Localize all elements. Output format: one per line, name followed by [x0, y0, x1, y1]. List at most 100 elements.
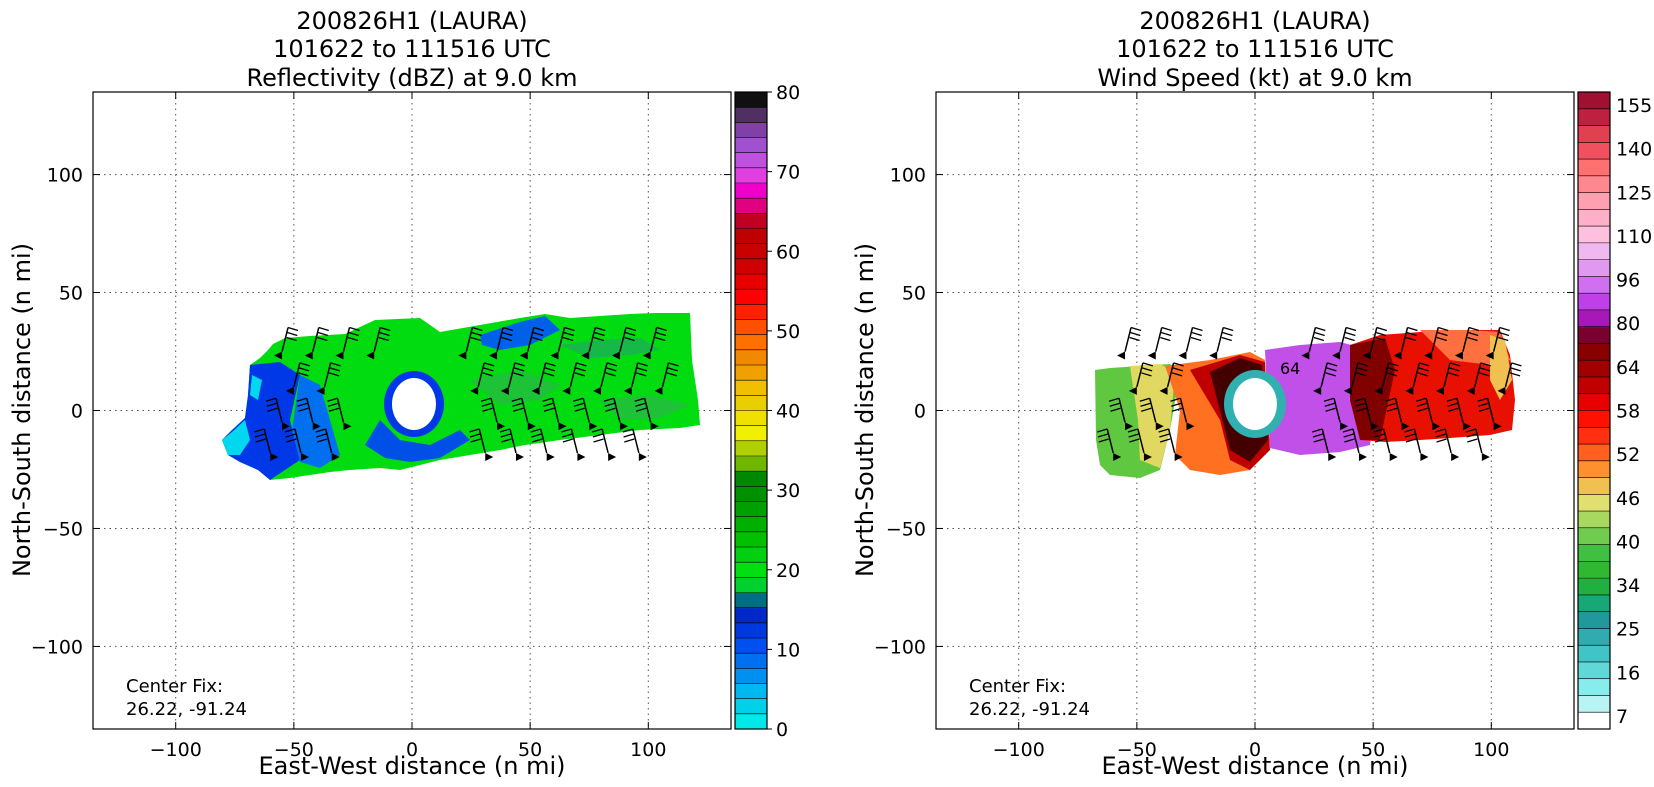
- wind-barb: [284, 428, 309, 461]
- colorbar-tick-label: 60: [776, 241, 800, 263]
- wind-speed-plot-field: 64: [936, 92, 1574, 729]
- colorbar-segment: [735, 380, 767, 396]
- colorbar-tick-label: 20: [776, 560, 800, 582]
- x-tick-label: 50: [518, 739, 542, 761]
- colorbar-segment: [735, 152, 767, 169]
- wind-barb: [335, 326, 360, 360]
- y-tick-label: −100: [31, 636, 83, 658]
- colorbar-segment: [1578, 544, 1610, 562]
- x-tick-label: 100: [630, 739, 666, 761]
- colorbar-segment: [1578, 611, 1610, 629]
- colorbar-segment: [1578, 578, 1610, 596]
- title-line-1: 200826H1 (LAURA): [296, 7, 527, 35]
- colorbar-segment: [735, 258, 767, 275]
- colorbar-tick-label: 34: [1616, 575, 1640, 597]
- x-axis-label: East-West distance (n mi): [258, 752, 565, 780]
- wind-barb: [1404, 428, 1429, 461]
- colorbar-segment: [1578, 511, 1610, 529]
- colorbar-segment: [735, 92, 767, 108]
- wind-barb: [623, 362, 648, 395]
- colorbar-segment: [1578, 477, 1610, 495]
- wind-barb: [581, 326, 606, 360]
- colorbar-segment: [735, 592, 767, 609]
- wind-barb: [1416, 397, 1441, 431]
- wind-barb: [622, 428, 647, 461]
- wind-barbs: [254, 326, 679, 461]
- colorbar-segment: [735, 334, 767, 351]
- wind-barb: [1178, 326, 1203, 360]
- wind-barb: [519, 326, 544, 360]
- wind-barb: [1446, 397, 1471, 431]
- colorbar-tick-label: 50: [776, 321, 800, 343]
- colorbar-tick-label: 16: [1616, 662, 1640, 684]
- wind-barb: [1332, 326, 1357, 360]
- colorbar-tick-label: 46: [1616, 488, 1640, 510]
- wind-barb: [458, 326, 483, 360]
- colorbar-tick-label: 80: [776, 82, 800, 104]
- colorbar-tick-label: 64: [1616, 357, 1640, 379]
- colorbar-segment: [735, 713, 767, 730]
- wind-barb: [562, 362, 587, 395]
- wind-barb: [265, 397, 291, 431]
- colorbar-segment: [735, 274, 767, 290]
- center-fix-value: 26.22, -91.24: [126, 699, 247, 720]
- wind-barb: [1301, 326, 1326, 360]
- colorbar-segment: [1578, 561, 1610, 579]
- wind-barb: [1405, 362, 1430, 395]
- wind-barb: [1209, 326, 1234, 360]
- x-tick-label: −100: [993, 739, 1045, 761]
- colorbar-segment: [735, 440, 767, 457]
- colorbar-segment: [735, 668, 767, 684]
- colorbar-tick-label: 10: [776, 639, 800, 661]
- wind-barb: [1354, 397, 1379, 431]
- title-line-2: 101622 to 111516 UTC: [273, 35, 551, 63]
- wind-barb: [366, 326, 391, 360]
- colorbar-segment: [1578, 494, 1610, 512]
- wind-barb: [1454, 326, 1480, 360]
- colorbar-segment: [1578, 460, 1610, 479]
- wind-barb: [1159, 362, 1184, 395]
- wind-barb: [561, 428, 586, 461]
- y-tick-label: −100: [874, 636, 926, 658]
- wind-barb: [550, 326, 575, 360]
- wind-barb: [611, 326, 637, 360]
- colorbar-segment: [1578, 695, 1610, 713]
- colorbar-segment: [735, 471, 767, 487]
- wind-barb: [469, 428, 494, 461]
- colorbar-segment: [735, 683, 767, 700]
- colorbar-segment: [1578, 175, 1610, 194]
- wind-barb: [316, 362, 341, 395]
- colorbar-segment: [735, 531, 767, 548]
- reflectivity-plot-field: [93, 92, 731, 729]
- colorbar-segment: [735, 137, 767, 154]
- center-fix-value: 26.22, -91.24: [969, 699, 1090, 720]
- wind-speed-title: 200826H1 (LAURA) 101622 to 111516 UTC Wi…: [1097, 7, 1412, 92]
- colorbar-tick-label: 70: [776, 162, 800, 184]
- colorbar-segment: [735, 319, 767, 336]
- colorbar-segment: [735, 622, 767, 639]
- wind-barb: [1128, 362, 1154, 395]
- colorbar-tick-label: 140: [1616, 139, 1652, 161]
- colorbar-segment: [735, 395, 767, 411]
- x-tick-label: 100: [1473, 739, 1509, 761]
- colorbar-segment: [1578, 410, 1610, 428]
- x-tick-label: −100: [150, 739, 202, 761]
- wind-barb: [1127, 428, 1152, 461]
- y-tick-label: 0: [71, 401, 83, 423]
- wind-barb: [296, 397, 321, 431]
- wind-barb: [274, 326, 299, 360]
- colorbar-segment: [735, 410, 767, 427]
- wind-barb: [1424, 326, 1449, 360]
- y-tick-label: 50: [902, 283, 926, 305]
- wind-barb: [642, 326, 667, 360]
- colorbar-segment: [1578, 343, 1610, 361]
- x-tick-label: 0: [1249, 739, 1261, 761]
- colorbar-segment: [1578, 259, 1610, 277]
- wind-barb: [634, 397, 659, 431]
- wind-barb: [1170, 397, 1195, 431]
- colorbar-frame: [1577, 91, 1611, 730]
- wind-barb: [531, 362, 556, 395]
- wind-barb: [1374, 362, 1399, 395]
- colorbar-segment: [735, 122, 767, 138]
